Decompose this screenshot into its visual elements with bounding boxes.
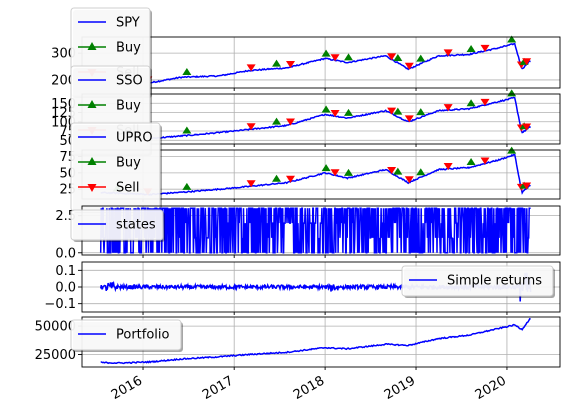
legend-box xyxy=(70,209,164,241)
y-tick-label: 150 xyxy=(51,97,76,112)
buy-marker xyxy=(393,107,403,115)
legend-marker xyxy=(87,42,97,50)
buy-marker xyxy=(182,182,192,190)
sell-marker xyxy=(246,123,256,131)
sell-marker xyxy=(480,44,490,52)
y-tick-label: 25000 xyxy=(35,348,76,363)
legend-label: Buy xyxy=(116,41,141,56)
buy-marker xyxy=(507,89,517,97)
x-tick-label: 2020 xyxy=(473,373,509,403)
buy-marker xyxy=(272,117,282,125)
legend-label: UPRO xyxy=(116,131,153,146)
y-tick-label: 300 xyxy=(51,47,76,62)
legend-box xyxy=(401,265,554,297)
panel-6: 25000 50000 Portfolio xyxy=(35,316,561,370)
legend: Simple returns xyxy=(401,265,555,298)
sell-marker xyxy=(330,110,340,118)
sell-marker xyxy=(480,157,490,165)
buy-marker xyxy=(321,164,331,172)
y-tick-label: 0.1 xyxy=(55,264,76,279)
axes-frame xyxy=(81,36,561,89)
sell-marker xyxy=(387,107,397,115)
y-tick-label: 200 xyxy=(51,73,76,88)
series-line-upro xyxy=(100,153,531,196)
sell-marker xyxy=(522,58,532,66)
sell-marker xyxy=(246,64,256,72)
legend-marker xyxy=(87,157,97,165)
sell-marker xyxy=(330,169,340,177)
legend-label: Buy xyxy=(116,99,141,114)
y-tick-label: 125 xyxy=(51,106,76,121)
buy-marker xyxy=(272,174,282,182)
legend-box xyxy=(70,319,182,351)
sell-marker xyxy=(330,54,340,62)
sell-marker xyxy=(387,167,397,175)
x-tick-label: 2017 xyxy=(200,373,236,403)
x-tick-label: 2019 xyxy=(382,373,418,403)
sell-marker xyxy=(285,175,295,183)
sell-marker xyxy=(404,115,414,123)
legend-label: SSO xyxy=(116,74,143,89)
series-line-portfolio xyxy=(100,317,531,365)
sell-marker xyxy=(522,182,532,190)
buy-marker xyxy=(393,54,403,62)
buy-marker xyxy=(393,167,403,175)
buy-marker xyxy=(344,53,354,61)
y-tick-label: 0.0 xyxy=(55,246,76,261)
buy-marker xyxy=(466,158,476,166)
sell-marker xyxy=(443,162,453,170)
buy-marker xyxy=(321,105,331,113)
y-tick-label: −0.1 xyxy=(44,297,76,312)
legend: Portfolio xyxy=(70,319,183,352)
sell-marker xyxy=(246,180,256,188)
sell-marker xyxy=(285,61,295,69)
sell-marker xyxy=(387,53,397,61)
legend-label: Portfolio xyxy=(116,328,170,343)
legend: UPRO Buy Sell xyxy=(70,122,162,213)
legend-label: Simple returns xyxy=(447,274,542,289)
legend-label: Sell xyxy=(116,181,139,196)
series-line-states xyxy=(99,207,531,254)
buy-marker xyxy=(416,54,426,62)
y-tick-label: 50000 xyxy=(35,320,76,335)
sell-marker xyxy=(480,98,490,106)
series-line-sso xyxy=(100,96,532,140)
buy-marker xyxy=(182,126,192,134)
buy-marker xyxy=(344,108,354,116)
legend-label: states xyxy=(116,218,156,233)
buy-marker xyxy=(416,108,426,116)
x-tick-label: 2016 xyxy=(109,373,145,403)
sell-marker xyxy=(404,176,414,184)
y-tick-label: 100 xyxy=(51,115,76,130)
x-tick-label: 2018 xyxy=(291,373,327,403)
legend-marker xyxy=(87,184,97,192)
buy-marker xyxy=(321,49,331,57)
buy-marker xyxy=(416,168,426,176)
legend: states xyxy=(70,209,165,242)
legend-label: Buy xyxy=(116,156,141,171)
sell-marker xyxy=(404,62,414,70)
series-line-spy xyxy=(100,42,531,84)
buy-marker xyxy=(272,59,282,67)
legend-label: SPY xyxy=(116,16,140,31)
sell-marker xyxy=(522,123,532,131)
buy-marker xyxy=(182,68,192,76)
sell-marker xyxy=(443,104,453,112)
legend-marker xyxy=(87,100,97,108)
buy-marker xyxy=(344,168,354,176)
sell-marker xyxy=(285,118,295,126)
buy-marker xyxy=(466,44,476,52)
panel-5: −0.10.0 0.1 Simple returns xyxy=(44,261,561,315)
buy-marker xyxy=(507,35,517,43)
sell-marker xyxy=(443,49,453,57)
buy-marker xyxy=(466,99,476,107)
y-tick-label: 0.0 xyxy=(55,281,76,296)
